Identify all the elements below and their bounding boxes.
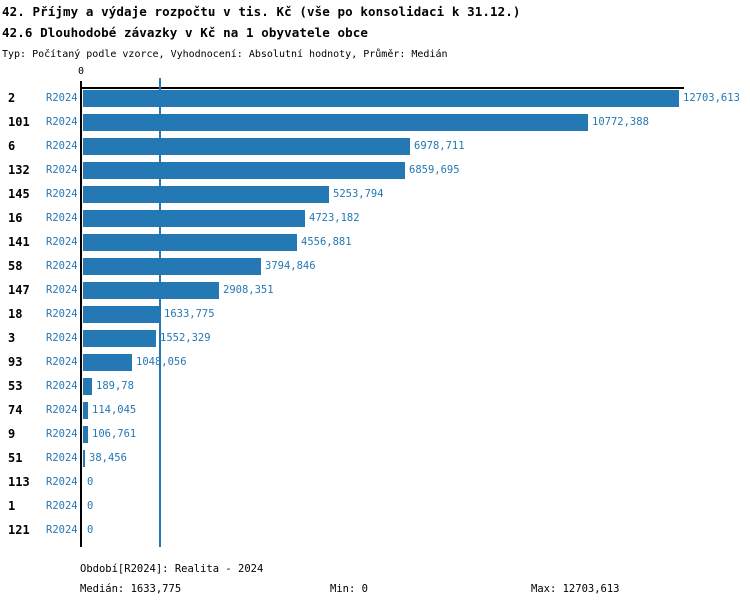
value-label: 5253,794 xyxy=(333,188,384,200)
value-label: 4556,881 xyxy=(301,236,352,248)
period-label: R2024 xyxy=(46,116,78,128)
value-label: 189,78 xyxy=(96,380,134,392)
y-axis-line xyxy=(80,87,82,547)
row-number-label: 16 xyxy=(8,211,23,225)
bar xyxy=(83,330,156,347)
period-label: R2024 xyxy=(46,500,78,512)
period-label: R2024 xyxy=(46,524,78,536)
median-reference-line xyxy=(159,78,161,547)
row-number-label: 101 xyxy=(8,115,30,129)
period-label: R2024 xyxy=(46,452,78,464)
period-label: R2024 xyxy=(46,164,78,176)
period-label: R2024 xyxy=(46,284,78,296)
bar xyxy=(83,162,405,179)
chart-subtitle: 42.6 Dlouhodobé závazky v Kč na 1 obyvat… xyxy=(2,25,369,40)
value-label: 1552,329 xyxy=(160,332,211,344)
period-label: R2024 xyxy=(46,212,78,224)
row-number-label: 53 xyxy=(8,379,23,393)
value-label: 10772,388 xyxy=(592,116,649,128)
period-label: R2024 xyxy=(46,92,78,104)
period-label: R2024 xyxy=(46,404,78,416)
period-label: R2024 xyxy=(46,236,78,248)
value-label: 2908,351 xyxy=(223,284,274,296)
row-number-label: 2 xyxy=(8,91,16,105)
value-label: 1048,056 xyxy=(136,356,187,368)
footer-min-stat: Min: 0 xyxy=(330,583,368,595)
value-label: 1633,775 xyxy=(164,308,215,320)
value-label: 6859,695 xyxy=(409,164,460,176)
value-label: 0 xyxy=(87,476,94,488)
value-label: 114,045 xyxy=(92,404,137,416)
bar xyxy=(83,354,132,371)
period-label: R2024 xyxy=(46,380,78,392)
value-label: 3794,846 xyxy=(265,260,316,272)
row-number-label: 6 xyxy=(8,139,16,153)
footer-median-stat: Medián: 1633,775 xyxy=(80,583,182,595)
chart-title: 42. Příjmy a výdaje rozpočtu v tis. Kč (… xyxy=(2,4,521,19)
row-number-label: 145 xyxy=(8,187,30,201)
footer-max-stat: Max: 12703,613 xyxy=(531,583,620,595)
bar xyxy=(83,258,261,275)
row-number-label: 113 xyxy=(8,475,30,489)
x-axis-zero-tick-mark xyxy=(80,81,82,88)
bar xyxy=(83,186,329,203)
bar xyxy=(83,282,219,299)
bar xyxy=(83,90,679,107)
bar xyxy=(83,114,588,131)
value-label: 4723,182 xyxy=(309,212,360,224)
period-label: R2024 xyxy=(46,260,78,272)
period-label: R2024 xyxy=(46,188,78,200)
value-label: 0 xyxy=(87,524,94,536)
value-label: 12703,613 xyxy=(683,92,740,104)
row-number-label: 121 xyxy=(8,523,30,537)
row-number-label: 74 xyxy=(8,403,23,417)
bar xyxy=(83,306,160,323)
row-number-label: 3 xyxy=(8,331,16,345)
bar xyxy=(83,426,88,443)
bar xyxy=(83,234,297,251)
row-number-label: 1 xyxy=(8,499,16,513)
period-label: R2024 xyxy=(46,356,78,368)
x-axis-zero-tick-label: 0 xyxy=(77,66,85,77)
value-label: 0 xyxy=(87,500,94,512)
row-number-label: 93 xyxy=(8,355,23,369)
value-label: 38,456 xyxy=(89,452,127,464)
chart-meta-line: Typ: Počítaný podle vzorce, Vyhodnocení:… xyxy=(2,49,448,60)
bar xyxy=(83,210,305,227)
period-label: R2024 xyxy=(46,428,78,440)
row-number-label: 132 xyxy=(8,163,30,177)
value-label: 106,761 xyxy=(92,428,137,440)
bar xyxy=(83,402,88,419)
row-number-label: 51 xyxy=(8,451,23,465)
footer-period-line: Období[R2024]: Realita - 2024 xyxy=(80,563,264,575)
bar xyxy=(83,378,92,395)
period-label: R2024 xyxy=(46,140,78,152)
bar xyxy=(83,138,410,155)
bar xyxy=(83,450,85,467)
period-label: R2024 xyxy=(46,476,78,488)
period-label: R2024 xyxy=(46,332,78,344)
row-number-label: 9 xyxy=(8,427,16,441)
row-number-label: 18 xyxy=(8,307,23,321)
x-axis-line xyxy=(81,87,684,89)
row-number-label: 141 xyxy=(8,235,30,249)
row-number-label: 58 xyxy=(8,259,23,273)
period-label: R2024 xyxy=(46,308,78,320)
row-number-label: 147 xyxy=(8,283,30,297)
value-label: 6978,711 xyxy=(414,140,465,152)
